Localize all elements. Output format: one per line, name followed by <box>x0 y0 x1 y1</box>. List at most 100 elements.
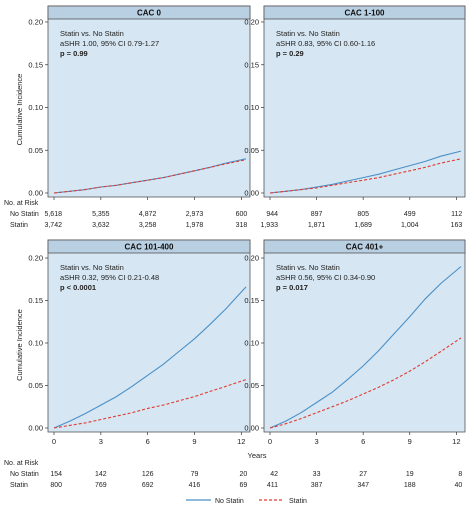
risk-value: 154 <box>50 471 62 478</box>
hazard-annotation: aSHR 0.56, 95% CI 0.34-0.90 <box>276 273 375 282</box>
hazard-annotation: aSHR 1.00, 95% CI 0.79-1.27 <box>60 39 159 48</box>
risk-value: 600 <box>236 211 248 218</box>
y-tick-label: 0.10 <box>244 103 259 112</box>
panel-title-bar <box>47 5 251 20</box>
panel-background <box>263 239 466 433</box>
y-tick-label: 0.05 <box>244 381 259 390</box>
y-tick-label: 0.15 <box>244 60 259 69</box>
hazard-annotation: aSHR 0.83, 95% CI 0.60-1.16 <box>276 39 375 48</box>
risk-value: 20 <box>240 471 248 478</box>
y-tick-label: 0.20 <box>244 18 259 27</box>
panel-title: CAC 401+ <box>346 243 384 252</box>
hazard-annotation: Statin vs. No Statin <box>276 29 340 38</box>
y-axis-label: Cumulative Incidence <box>15 309 24 381</box>
panel-title: CAC 101-400 <box>125 243 174 252</box>
risk-value: 19 <box>406 471 414 478</box>
risk-value: 40 <box>455 482 463 489</box>
series-line-statin <box>53 159 247 194</box>
series-line-no-statin <box>53 286 247 429</box>
risk-value: 1,978 <box>186 222 204 229</box>
risk-value: 33 <box>313 471 321 478</box>
series-line-statin <box>269 337 462 429</box>
risk-value: 126 <box>142 471 154 478</box>
risk-value: 897 <box>311 211 323 218</box>
risk-value: 112 <box>451 211 462 218</box>
y-tick-label: 0.10 <box>28 103 43 112</box>
risk-value: 5,355 <box>92 211 110 218</box>
y-tick-label: 0.00 <box>28 424 43 433</box>
risk-value: 1,871 <box>308 222 326 229</box>
risk-value: 318 <box>236 222 248 229</box>
risk-value: 69 <box>240 482 248 489</box>
x-tick-label: 9 <box>408 437 412 446</box>
y-tick-label: 0.00 <box>28 189 43 198</box>
panel-title: CAC 0 <box>137 9 162 18</box>
hazard-annotation: p = 0.29 <box>276 49 304 58</box>
y-tick-label: 0.00 <box>244 424 259 433</box>
risk-value: 416 <box>189 482 201 489</box>
y-tick-label: 0.20 <box>244 254 259 263</box>
hazard-annotation: Statin vs. No Statin <box>60 263 124 272</box>
series-line-statin <box>269 158 462 194</box>
risk-row-label: Statin <box>10 222 28 229</box>
y-tick-label: 0.05 <box>28 146 43 155</box>
y-tick-label: 0.20 <box>28 18 43 27</box>
risk-value: 800 <box>50 482 62 489</box>
risk-row-label: Statin <box>10 482 28 489</box>
series-line-statin <box>53 379 247 429</box>
risk-value: 79 <box>191 471 199 478</box>
risk-value: 163 <box>451 222 463 229</box>
y-tick-label: 0.00 <box>244 189 259 198</box>
risk-value: 8 <box>458 471 462 478</box>
legend-label-no-statin: No Statin <box>215 498 244 505</box>
risk-value: 42 <box>270 471 278 478</box>
y-tick-label: 0.10 <box>28 339 43 348</box>
risk-value: 188 <box>404 482 416 489</box>
risk-value: 944 <box>266 211 278 218</box>
risk-value: 1,004 <box>401 222 419 229</box>
risk-value: 1,933 <box>260 222 278 229</box>
hazard-annotation: Statin vs. No Statin <box>276 263 340 272</box>
x-tick-label: 3 <box>99 437 103 446</box>
x-tick-label: 6 <box>361 437 365 446</box>
y-tick-label: 0.05 <box>244 146 259 155</box>
x-tick-label: 3 <box>314 437 318 446</box>
hazard-annotation: Statin vs. No Statin <box>60 29 124 38</box>
risk-value: 4,872 <box>139 211 157 218</box>
x-tick-label: 9 <box>192 437 196 446</box>
y-tick-label: 0.05 <box>28 381 43 390</box>
risk-value: 5,618 <box>44 211 62 218</box>
hazard-annotation: aSHR 0.32, 95% CI 0.21-0.48 <box>60 273 159 282</box>
panel-title: CAC 1-100 <box>344 9 385 18</box>
legend-label-statin: Statin <box>289 498 307 505</box>
y-tick-label: 0.20 <box>28 254 43 263</box>
x-tick-label: 0 <box>268 437 272 446</box>
y-axis-label: Cumulative Incidence <box>15 74 24 146</box>
x-tick-label: 12 <box>237 437 245 446</box>
risk-value: 3,742 <box>44 222 62 229</box>
risk-value: 805 <box>357 211 369 218</box>
risk-value: 1,689 <box>354 222 372 229</box>
risk-row-label: No Statin <box>10 211 39 218</box>
risk-table-header: No. at Risk <box>4 200 39 207</box>
series-line-no-statin <box>269 266 462 429</box>
risk-value: 411 <box>267 482 278 489</box>
x-axis-label: Years <box>248 451 267 460</box>
risk-value: 347 <box>357 482 369 489</box>
risk-value: 142 <box>95 471 107 478</box>
risk-value: 27 <box>359 471 367 478</box>
risk-value: 499 <box>404 211 416 218</box>
panel-title-bar <box>47 239 251 254</box>
risk-value: 2,973 <box>186 211 204 218</box>
panel-title-bar <box>263 239 466 254</box>
hazard-annotation: p < 0.0001 <box>60 283 96 292</box>
risk-value: 3,632 <box>92 222 110 229</box>
risk-value: 692 <box>142 482 154 489</box>
x-tick-label: 6 <box>146 437 150 446</box>
x-tick-label: 12 <box>452 437 460 446</box>
y-tick-label: 0.10 <box>244 339 259 348</box>
y-tick-label: 0.15 <box>28 296 43 305</box>
hazard-annotation: p = 0.017 <box>276 283 308 292</box>
